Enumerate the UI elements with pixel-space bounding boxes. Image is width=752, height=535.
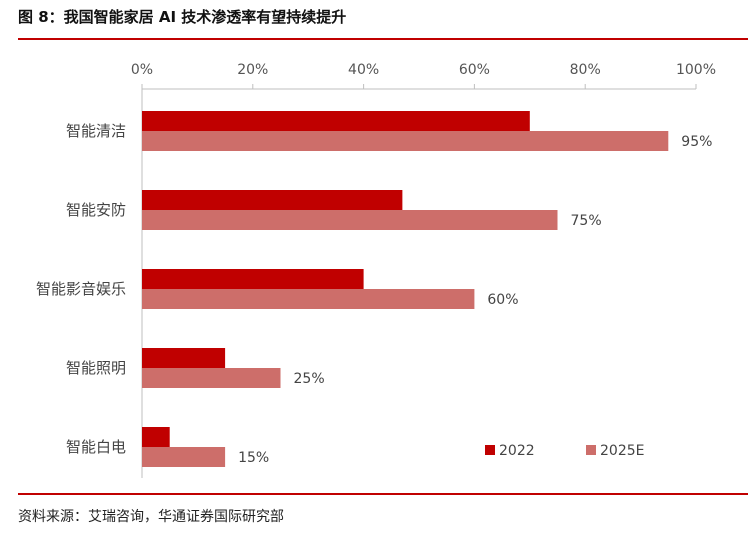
legend-item-2022-swatch [485, 445, 495, 455]
axis-layer: 0% 20% 40% 60% 80% 100% [131, 62, 716, 478]
x-tick-label: 40% [348, 62, 379, 78]
bar-2022 [142, 269, 364, 289]
figure-title: 图 8：我国智能家居 AI 技术渗透率有望持续提升 [18, 8, 347, 26]
data-label-2025e: 15% [238, 450, 269, 466]
x-tick-label: 20% [237, 62, 268, 78]
category-label: 智能照明 [66, 359, 126, 377]
bar-2025e [142, 289, 475, 309]
category-label: 智能白电 [66, 438, 126, 456]
bar-2025e [142, 131, 669, 151]
legend-item-2022-label: 2022 [499, 443, 535, 459]
x-tick-label: 60% [459, 62, 490, 78]
source-note: 资料来源：艾瑞咨询，华通证券国际研究部 [18, 509, 284, 525]
labels-layer: 智能清洁 95% 智能安防 75% 智能影音娱乐 60% 智能照明 25% 智能白电 15% [36, 122, 712, 466]
bars-layer [142, 111, 669, 467]
x-tick-label: 0% [131, 62, 153, 78]
data-label-2025e: 75% [571, 213, 602, 229]
top-rule [18, 38, 748, 40]
bottom-rule [18, 493, 748, 495]
bar-2022 [142, 111, 530, 131]
data-label-2025e: 95% [681, 134, 712, 150]
bar-2022 [142, 427, 170, 447]
data-label-2025e: 60% [487, 292, 518, 308]
bar-2025e [142, 368, 281, 388]
legend-item-2025e-label: 2025E [600, 443, 644, 459]
data-label-2025e: 25% [294, 371, 325, 387]
bar-2025e [142, 447, 226, 467]
bar-2022 [142, 190, 403, 210]
bar-2022 [142, 348, 226, 368]
x-tick-label: 100% [676, 62, 716, 78]
bar-2025e [142, 210, 558, 230]
category-label: 智能安防 [66, 201, 126, 219]
x-tick-label: 80% [570, 62, 601, 78]
category-label: 智能清洁 [66, 122, 126, 140]
category-label: 智能影音娱乐 [36, 280, 126, 298]
legend-item-2025e-swatch [586, 445, 596, 455]
legend: 2022 2025E [485, 443, 644, 459]
